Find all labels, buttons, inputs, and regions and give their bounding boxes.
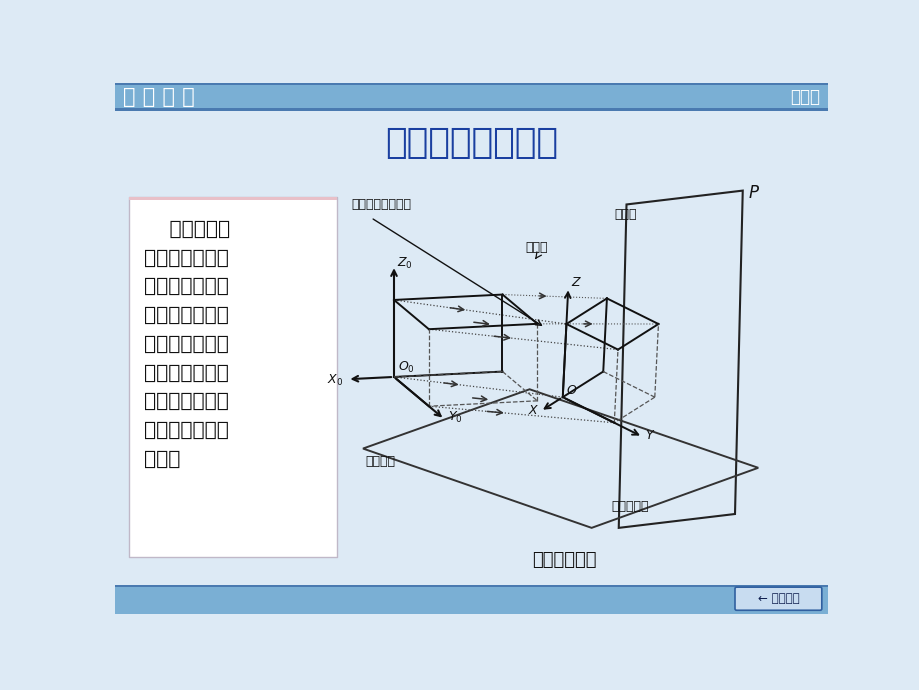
Text: ← 返回目录: ← 返回目录 — [756, 592, 799, 605]
Bar — [115, 83, 827, 85]
Text: 轴测投影: 轴测投影 — [365, 455, 395, 469]
Text: 设 计 图 学: 设 计 图 学 — [122, 87, 194, 107]
FancyBboxPatch shape — [734, 587, 821, 610]
FancyBboxPatch shape — [129, 197, 336, 557]
Bar — [115, 585, 827, 614]
Text: P: P — [748, 184, 758, 202]
Bar — [115, 108, 827, 110]
Text: Z: Z — [571, 276, 579, 289]
Text: 投射线: 投射线 — [525, 241, 548, 254]
Text: 根据平行投
影原理，把物体
连同坐标轴一起
沿着不平行于任
一坐标面的方向
向轴测投影面进
行投射，所得到
的投影图称为轴
测图。: 根据平行投 影原理，把物体 连同坐标轴一起 沿着不平行于任 一坐标面的方向 向轴… — [144, 220, 231, 469]
Text: 轴测图的基本原理: 轴测图的基本原理 — [384, 126, 558, 160]
Text: 轴测投影面: 轴测投影面 — [610, 500, 648, 513]
Text: $Y_0$: $Y_0$ — [448, 410, 462, 425]
Text: X: X — [528, 404, 537, 417]
Text: $O_0$: $O_0$ — [397, 359, 414, 375]
Text: 轴测图: 轴测图 — [789, 88, 820, 106]
Text: 轴测图的形成: 轴测图的形成 — [532, 551, 596, 569]
Text: 轴测轴: 轴测轴 — [614, 208, 637, 221]
Bar — [129, 197, 336, 200]
Text: $X_0$: $X_0$ — [326, 373, 343, 388]
Bar — [115, 585, 827, 587]
Text: Y: Y — [644, 429, 652, 442]
Bar — [115, 83, 827, 110]
Text: 形体和直角坐标轴: 形体和直角坐标轴 — [351, 197, 411, 210]
Text: O: O — [566, 384, 576, 397]
Text: $Z_0$: $Z_0$ — [397, 256, 413, 271]
